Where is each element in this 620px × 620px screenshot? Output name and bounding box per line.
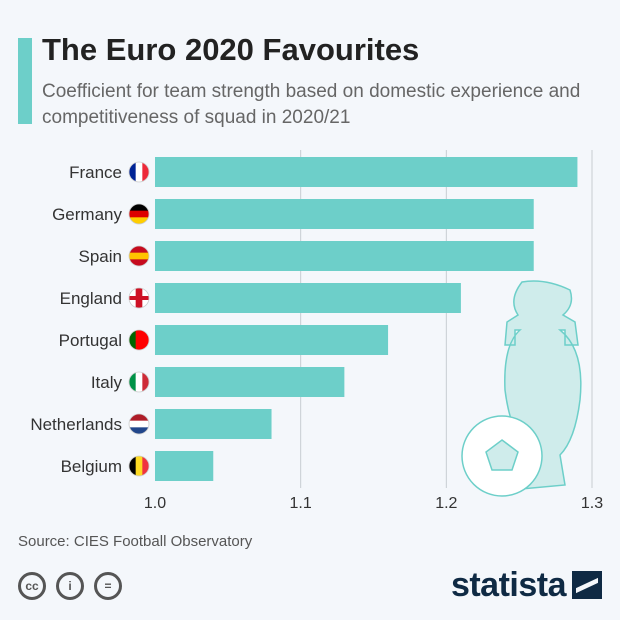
statista-logo[interactable]: statista	[451, 566, 602, 605]
cc-license-icon[interactable]: cc	[18, 572, 46, 600]
flag-spain-icon	[128, 245, 150, 267]
flag-netherlands-icon	[128, 413, 150, 435]
source-note: Source: CIES Football Observatory	[18, 533, 253, 550]
bar-england	[155, 283, 461, 313]
football-illustration	[461, 415, 543, 497]
category-label: Germany	[52, 205, 122, 224]
category-label: Netherlands	[30, 415, 122, 434]
category-label: Portugal	[59, 331, 122, 350]
chart-subtitle: Coefficient for team strength based on d…	[42, 81, 581, 128]
x-tick-label: 1.0	[144, 495, 166, 512]
statista-logo-mark	[572, 571, 602, 599]
no-derivatives-icon[interactable]: =	[94, 572, 122, 600]
bar-netherlands	[155, 409, 272, 439]
category-label: Spain	[79, 247, 122, 266]
x-tick-label: 1.2	[435, 495, 457, 512]
flag-germany-icon	[128, 203, 150, 225]
category-label: Belgium	[61, 457, 122, 476]
bar-italy	[155, 367, 345, 397]
brand-name: statista	[450, 566, 567, 604]
bar-belgium	[155, 451, 214, 481]
category-label: France	[69, 163, 122, 182]
category-label: Italy	[91, 373, 123, 392]
flag-england-icon	[128, 287, 150, 309]
bar-portugal	[155, 325, 389, 355]
flag-portugal-icon	[128, 329, 150, 351]
flag-belgium-icon	[128, 455, 150, 477]
flag-italy-icon	[128, 371, 150, 393]
title-accent-bar	[18, 38, 32, 124]
flag-france-icon	[128, 161, 150, 183]
category-label: England	[60, 289, 122, 308]
attribution-icon[interactable]: i	[56, 572, 84, 600]
x-tick-label: 1.3	[581, 495, 603, 512]
x-tick-label: 1.1	[290, 495, 312, 512]
bar-germany	[155, 199, 534, 229]
bar-france	[155, 157, 578, 187]
chart-title: The Euro 2020 Favourites	[42, 32, 420, 67]
bar-spain	[155, 241, 534, 271]
